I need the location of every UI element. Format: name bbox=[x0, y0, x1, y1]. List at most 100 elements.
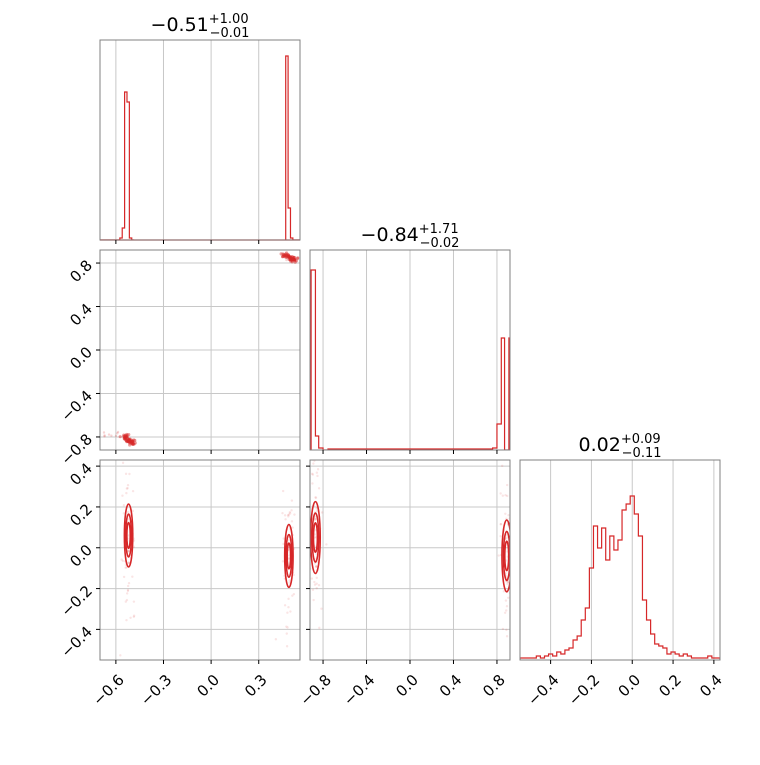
scatter-point-p32-0-24 bbox=[318, 626, 321, 630]
scatter-point-p31-0-32 bbox=[127, 549, 130, 553]
scatter-point-p31-1-36 bbox=[286, 513, 290, 517]
scatter-point-p21-0-19 bbox=[130, 440, 135, 444]
scatter-point-p31-1-8 bbox=[289, 610, 292, 613]
scatter-point-p21-0-39 bbox=[122, 434, 126, 439]
title-value: −0.51 bbox=[151, 14, 209, 36]
scatter-point-p31-1-23 bbox=[283, 514, 287, 517]
x-tick-label-p32-0: −0.8 bbox=[296, 671, 334, 709]
scatter-point-p31-0-65 bbox=[122, 575, 126, 579]
histogram-steps-p11-b bbox=[285, 55, 300, 240]
scatter-point-p21-0-9 bbox=[127, 438, 132, 442]
contour-p31-0-0 bbox=[123, 503, 134, 568]
scatter-point-p21-1-46 bbox=[295, 256, 300, 261]
scatter-point-p32-0-48 bbox=[314, 517, 318, 521]
scatter-point-p32-1-49 bbox=[507, 580, 510, 584]
scatter-point-p31-1-3 bbox=[285, 625, 288, 628]
scatter-point-p21-1-19 bbox=[290, 259, 294, 263]
scatter-outlier-p21-0-1 bbox=[107, 433, 111, 436]
scatter-point-p21-0-42 bbox=[127, 432, 131, 437]
scatter-point-p21-0-6 bbox=[128, 437, 132, 441]
scatter-point-p31-1-17 bbox=[287, 557, 290, 560]
scatter-point-p21-1-53 bbox=[288, 255, 292, 259]
scatter-point-p21-0-32 bbox=[129, 440, 133, 444]
scatter-point-p31-1-6 bbox=[283, 604, 287, 607]
scatter-point-p21-0-31 bbox=[126, 439, 130, 444]
scatter-point-p32-1-56 bbox=[501, 627, 505, 631]
scatter-point-p21-0-53 bbox=[124, 438, 128, 443]
scatter-point-p21-1-3 bbox=[289, 256, 294, 260]
scatter-point-p21-0-59 bbox=[128, 441, 132, 445]
scatter-point-p32-1-21 bbox=[504, 493, 507, 497]
scatter-point-p21-0-57 bbox=[130, 440, 134, 444]
scatter-point-p21-1-45 bbox=[291, 258, 295, 262]
scatter-point-p32-0-0 bbox=[317, 487, 321, 490]
x-tick-label-p33-1: −0.2 bbox=[565, 671, 603, 709]
scatter-point-p21-1-58 bbox=[286, 254, 291, 259]
scatter-point-p31-0-7 bbox=[126, 483, 130, 487]
scatter-point-p21-1-39 bbox=[287, 254, 291, 258]
scatter-outlier-p21-1-5 bbox=[290, 255, 294, 258]
scatter-point-p21-0-15 bbox=[122, 436, 126, 441]
scatter-point-p31-1-12 bbox=[287, 538, 290, 542]
scatter-point-p21-0-16 bbox=[130, 440, 135, 444]
scatter-point-p32-0-39 bbox=[313, 583, 317, 586]
scatter-point-p21-1-16 bbox=[288, 256, 292, 260]
scatter-point-p31-0-9 bbox=[131, 575, 134, 578]
scatter-point-p31-0-49 bbox=[126, 584, 130, 588]
scatter-point-p21-0-12 bbox=[122, 433, 126, 437]
scatter-point-p31-1-42 bbox=[287, 606, 290, 609]
scatter-point-p32-0-17 bbox=[315, 507, 318, 510]
title-lower-error: −0.11 bbox=[622, 446, 662, 461]
scatter-point-p31-1-35 bbox=[274, 638, 278, 641]
scatter-point-p32-0-64 bbox=[315, 510, 319, 513]
x-tick-label-p33-0: −0.4 bbox=[524, 671, 562, 709]
contour-p31-1-0 bbox=[283, 523, 294, 589]
scatter-point-p31-0-3 bbox=[126, 510, 130, 514]
scatter-point-p21-0-54 bbox=[126, 438, 130, 442]
scatter-point-p31-0-12 bbox=[121, 494, 124, 497]
scatter-point-p21-0-4 bbox=[131, 439, 135, 443]
contour-p31-1-1 bbox=[285, 533, 293, 579]
scatter-point-p21-0-34 bbox=[128, 443, 132, 447]
axes-frame-p31 bbox=[99, 459, 301, 661]
scatter-point-p31-1-58 bbox=[286, 611, 289, 614]
scatter-point-p21-1-22 bbox=[284, 253, 289, 257]
contour-p32-0-0 bbox=[310, 500, 322, 575]
scatter-point-p21-0-18 bbox=[123, 437, 127, 441]
scatter-point-p21-0-46 bbox=[124, 435, 129, 439]
scatter-point-p31-0-36 bbox=[120, 558, 123, 561]
scatter-point-p21-1-21 bbox=[286, 253, 290, 257]
scatter-point-p21-1-56 bbox=[281, 254, 286, 258]
scatter-point-p32-0-25 bbox=[317, 583, 321, 587]
scatter-point-p21-1-18 bbox=[292, 255, 296, 260]
scatter-point-p32-1-25 bbox=[506, 580, 510, 584]
scatter-point-p31-0-46 bbox=[132, 600, 136, 603]
scatter-point-p32-1-9 bbox=[505, 609, 508, 612]
scatter-point-p32-0-23 bbox=[316, 468, 320, 471]
scatter-point-p21-1-7 bbox=[288, 255, 293, 259]
scatter-point-p31-0-14 bbox=[122, 504, 126, 507]
scatter-point-p32-1-43 bbox=[499, 535, 502, 538]
scatter-point-p21-0-13 bbox=[126, 439, 130, 444]
scatter-point-p21-1-13 bbox=[291, 255, 296, 260]
scatter-point-p21-1-8 bbox=[292, 257, 296, 261]
scatter-point-p21-0-2 bbox=[130, 442, 135, 446]
scatter-point-p32-1-40 bbox=[507, 514, 510, 517]
scatter-point-p31-0-52 bbox=[125, 598, 129, 602]
scatter-point-p21-1-28 bbox=[292, 258, 296, 262]
scatter-point-p32-1-61 bbox=[500, 464, 504, 468]
scatter-outlier-p21-0-6 bbox=[103, 435, 106, 438]
scatter-point-p32-1-16 bbox=[505, 483, 509, 487]
scatter-point-p21-1-26 bbox=[289, 258, 293, 262]
title-value: −0.84 bbox=[361, 224, 419, 246]
scatter-outlier-p21-0-0 bbox=[103, 434, 106, 437]
scatter-point-p32-1-67 bbox=[507, 596, 510, 599]
scatter-point-p32-0-62 bbox=[314, 496, 318, 499]
x-tick-label-p33-3: 0.2 bbox=[655, 671, 685, 701]
scatter-point-p32-0-46 bbox=[315, 587, 318, 590]
scatter-point-p32-1-66 bbox=[505, 494, 509, 498]
scatter-point-p21-1-2 bbox=[281, 252, 285, 256]
scatter-point-p32-0-63 bbox=[313, 518, 317, 521]
scatter-point-p21-1-29 bbox=[283, 253, 287, 257]
x-tick-label-p31-2: 0.0 bbox=[193, 671, 223, 701]
